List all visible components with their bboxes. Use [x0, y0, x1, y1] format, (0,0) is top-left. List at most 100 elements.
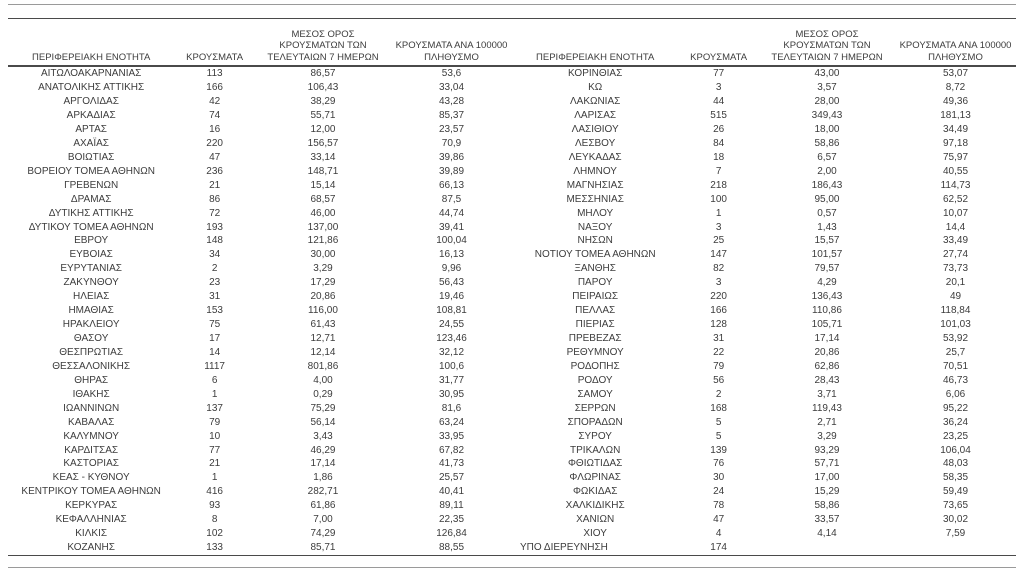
column-header-region: ΠΕΡΙΦΕΡΕΙΑΚΗ ΕΝΟΤΗΤΑ [512, 19, 679, 67]
cell-region: ΚΩ [588, 82, 603, 94]
cell-region: ΛΑΣΙΘΙΟΥ [571, 123, 619, 135]
cell-per100k: 30,02 [942, 514, 969, 526]
cell-cases: 47 [209, 151, 221, 163]
cell-region: ΓΡΕΒΕΝΩΝ [64, 179, 119, 191]
cell-avg7: 801,86 [307, 360, 339, 372]
cell-cases: 102 [206, 528, 223, 540]
cell-avg7: 156,57 [307, 137, 339, 149]
table-row: ΠΙΕΡΙΑΣ 128 105,71 101,03 [512, 318, 1016, 332]
cell-region: ΑΡΚΑΔΙΑΣ [66, 110, 116, 122]
cell-per100k: 95,22 [942, 402, 969, 414]
table-row: ΡΟΔΟΠΗΣ 79 62,86 70,51 [512, 360, 1016, 374]
cell-avg7: 3,43 [313, 430, 333, 442]
cell-avg7: 0,29 [313, 388, 333, 400]
cell-region: ΒΟΙΩΤΙΑΣ [67, 151, 115, 163]
cell-per100k: 106,04 [940, 444, 971, 456]
table-row: ΚΙΛΚΙΣ 102 74,29 126,84 [8, 527, 512, 541]
cell-avg7: 93,29 [814, 444, 840, 456]
cell-avg7: 1,86 [313, 472, 333, 484]
table-row: ΔΡΑΜΑΣ 86 68,57 87,5 [8, 192, 512, 206]
table-row: ΑΙΤΩΛΟΑΚΑΡΝΑΝΙΑΣ 113 86,57 53,6 [8, 66, 512, 81]
cell-per100k: 14,4 [945, 221, 966, 233]
cell-avg7: 121,86 [307, 235, 339, 247]
cell-avg7: 12,00 [310, 123, 336, 135]
cell-cases: 14 [209, 346, 221, 358]
cell-per100k: 100,04 [436, 235, 467, 247]
cell-avg7: 137,00 [307, 221, 339, 233]
cell-cases: 1 [211, 472, 218, 484]
column-header-avg7: ΜΕΣΟΣ ΟΡΟΣ ΚΡΟΥΣΜΑΤΩΝ ΤΩΝ ΤΕΛΕΥΤΑΙΩΝ 7 Η… [758, 19, 896, 67]
cell-avg7: 18,00 [814, 123, 840, 135]
cell-per100k: 97,18 [942, 137, 969, 149]
table-row: ΜΕΣΣΗΝΙΑΣ 100 95,00 62,52 [512, 192, 1016, 206]
cell-per100k: 114,73 [940, 179, 971, 191]
cell-avg7: 110,86 [812, 305, 842, 317]
table-row: ΖΑΚΥΝΘΟΥ 23 17,29 56,43 [8, 276, 512, 290]
table-row: ΚΕΝΤΡΙΚΟΥ ΤΟΜΕΑ ΑΘΗΝΩΝ 416 282,71 40,41 [8, 485, 512, 499]
cell-per100k: 25,7 [945, 346, 966, 358]
table-row: ΣΠΟΡΑΔΩΝ 5 2,71 36,24 [512, 415, 1016, 429]
cell-per100k: 32,12 [438, 346, 465, 358]
cell-per100k: 58,35 [942, 472, 969, 484]
cell-cases: 236 [206, 165, 223, 177]
cell-region: ΡΟΔΟΥ [577, 374, 613, 386]
column-header-region: ΠΕΡΙΦΕΡΕΙΑΚΗ ΕΝΟΤΗΤΑ [8, 19, 175, 67]
cell-region: ΕΒΡΟΥ [74, 235, 109, 247]
cell-per100k: 59,49 [942, 486, 969, 498]
cell-avg7: 86,57 [310, 68, 336, 80]
cell-cases: 1 [715, 207, 722, 219]
table-row: ΞΑΝΘΗΣ 82 79,57 73,73 [512, 262, 1016, 276]
cell-region: ΦΩΚΙΔΑΣ [572, 486, 618, 498]
cell-cases: 34 [209, 249, 221, 261]
cell-cases: 100 [710, 193, 727, 205]
cell-avg7: 186,43 [811, 179, 843, 191]
cell-avg7: 116,00 [308, 305, 338, 317]
table-row: ΘΕΣΣΑΛΟΝΙΚΗΣ 1117 801,86 100,6 [8, 360, 512, 374]
table-row: ΑΝΑΤΟΛΙΚΗΣ ΑΤΤΙΚΗΣ 166 106,43 33,04 [8, 81, 512, 95]
table-row: ΘΑΣΟΥ 17 12,71 123,46 [8, 332, 512, 346]
cell-avg7: 7,00 [313, 514, 333, 526]
cell-avg7: 136,43 [811, 291, 843, 303]
table-row: ΕΥΒΟΙΑΣ 34 30,00 16,13 [8, 248, 512, 262]
cell-region: ΑΡΤΑΣ [75, 123, 107, 135]
cell-region: ΑΙΤΩΛΟΑΚΑΡΝΑΝΙΑΣ [40, 68, 142, 80]
cell-avg7: 12,14 [310, 346, 336, 358]
cell-region: ΝΗΣΩΝ [577, 235, 613, 247]
bottom-rule [8, 566, 1016, 568]
cell-avg7: 57,71 [814, 458, 840, 470]
cell-avg7: 28,43 [814, 374, 840, 386]
cell-region: ΚΟΖΑΝΗΣ [67, 542, 115, 554]
cell-per100k: 53,92 [942, 333, 969, 345]
cell-per100k: 8,72 [945, 82, 966, 94]
column-header-per100k: ΚΡΟΥΣΜΑΤΑ ΑΝΑ 100000 ΠΛΗΘΥΣΜΟ [391, 19, 512, 67]
cell-region: ΝΟΤΙΟΥ ΤΟΜΕΑ ΑΘΗΝΩΝ [534, 249, 656, 261]
cell-cases: 2 [211, 263, 218, 275]
cell-per100k: 9,96 [441, 263, 462, 275]
table-row: ΗΜΑΘΙΑΣ 153 116,00 108,81 [8, 304, 512, 318]
cell-per100k: 27,74 [942, 249, 969, 261]
cell-per100k: 39,41 [438, 221, 465, 233]
table-row: ΛΑΡΙΣΑΣ 515 349,43 181,13 [512, 109, 1016, 123]
table-row: ΡΟΔΟΥ 56 28,43 46,73 [512, 374, 1016, 388]
table-row: ΝΑΞΟΥ 3 1,43 14,4 [512, 220, 1016, 234]
cell-avg7: 3,71 [817, 388, 837, 400]
column-header-cases: ΚΡΟΥΣΜΑΤΑ [678, 19, 759, 67]
table-row: ΠΕΙΡΑΙΩΣ 220 136,43 49 [512, 290, 1016, 304]
cell-per100k: 63,24 [438, 416, 465, 428]
cell-avg7 [759, 541, 895, 555]
table-row: ΛΕΥΚΑΔΑΣ 18 6,57 75,97 [512, 151, 1016, 165]
cell-region: ΚΟΡΙΝΘΙΑΣ [568, 68, 623, 80]
table-row: ΦΛΩΡΙΝΑΣ 30 17,00 58,35 [512, 471, 1016, 485]
cell-avg7: 349,43 [811, 110, 843, 122]
cell-avg7: 119,43 [812, 402, 842, 414]
cell-region: ΧΙΟΥ [583, 528, 607, 540]
cell-region: ΑΡΓΟΛΙΔΑΣ [63, 96, 119, 108]
cell-cases: 3 [715, 221, 722, 233]
top-rule [8, 4, 1016, 5]
cell-per100k [895, 541, 1016, 555]
cell-per100k: 34,49 [942, 123, 969, 135]
cell-region: ΠΕΙΡΑΙΩΣ [572, 291, 618, 303]
cell-per100k: 123,46 [436, 333, 467, 345]
cell-region: ΛΑΡΙΣΑΣ [574, 110, 617, 122]
cell-region: ΝΑΞΟΥ [577, 221, 613, 233]
